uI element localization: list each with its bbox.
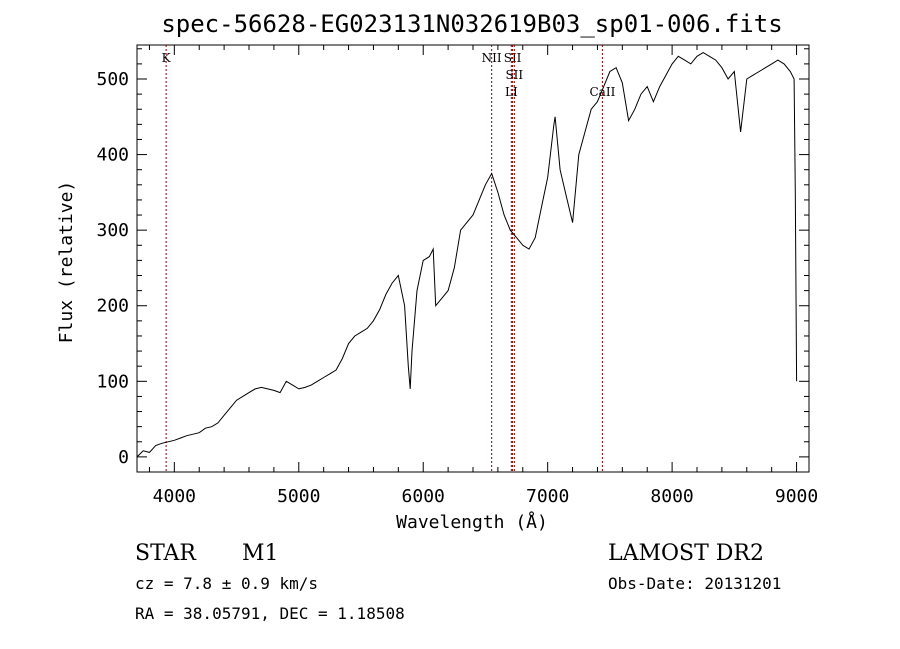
object-class: STAR: [135, 541, 197, 566]
marker-label: NII: [482, 51, 502, 65]
y-axis-ticks: 0 100 200 300 400 500: [96, 48, 809, 468]
marker-label: K: [162, 51, 172, 65]
x-tick-label: 9000: [775, 486, 818, 507]
marker-label: SII: [505, 68, 523, 82]
y-tick-label: 200: [96, 296, 129, 317]
y-tick-label: 400: [96, 145, 129, 166]
obs-date-text: Obs-Date: 20131201: [608, 574, 781, 593]
y-tick-label: 500: [96, 69, 129, 90]
x-tick-label: 8000: [650, 486, 693, 507]
y-tick-label: 300: [96, 220, 129, 241]
x-tick-label: 7000: [526, 486, 569, 507]
y-tick-label: 0: [118, 447, 129, 468]
radec-text: RA = 38.05791, DEC = 1.18508: [135, 604, 405, 623]
marker-label: CaII: [590, 85, 616, 99]
plot-frame: [136, 44, 810, 473]
x-tick-label: 6000: [402, 486, 445, 507]
y-axis-label: Flux (relative): [56, 181, 77, 344]
x-axis-label: Wavelength (Å): [396, 511, 548, 533]
x-tick-label: 4000: [153, 486, 196, 507]
survey-name: LAMOST DR2: [608, 541, 764, 566]
info-panel: STAR M1 LAMOST DR2 cz = 7.8 ± 0.9 km/s O…: [135, 541, 781, 623]
marker-label: LI: [505, 85, 518, 99]
x-axis-ticks: 4000 5000 6000 7000 8000 9000: [148, 45, 818, 507]
x-tick-label: 5000: [277, 486, 320, 507]
spectral-line-markers: K NII SII SII LI CaII: [162, 45, 616, 472]
object-subclass: M1: [242, 541, 279, 566]
redshift-text: cz = 7.8 ± 0.9 km/s: [135, 574, 318, 593]
spectrum-line: [136, 52, 798, 458]
marker-label: SII: [504, 51, 522, 65]
y-tick-label: 100: [96, 371, 129, 392]
chart-title: spec-56628-EG023131N032619B03_sp01-006.f…: [161, 10, 782, 38]
